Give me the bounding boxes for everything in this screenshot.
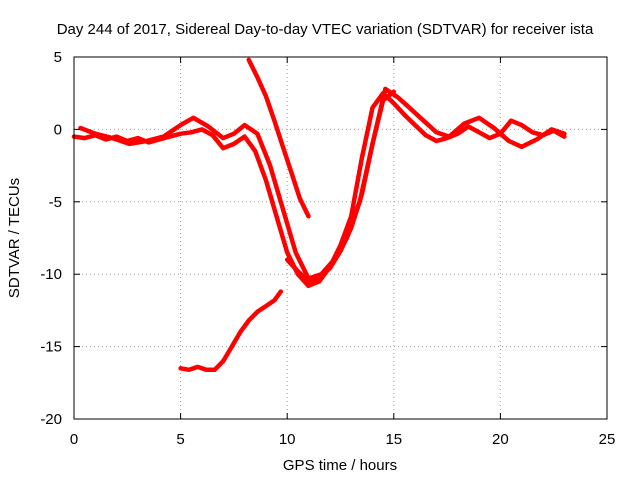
- x-axis-label: GPS time / hours: [283, 457, 397, 474]
- x-tick-label: 15: [385, 431, 402, 448]
- series-track-b: [78, 86, 567, 281]
- series-lower-segment: [178, 289, 284, 373]
- x-tick-label: 25: [599, 431, 616, 448]
- grid-layer: [74, 57, 607, 419]
- x-tick-label: 0: [70, 431, 78, 448]
- y-tick-label: 5: [54, 49, 62, 66]
- chart-title: Day 244 of 2017, Sidereal Day-to-day VTE…: [57, 21, 594, 38]
- tick-labels-layer: 0 5 10 15 20 25 5 0 -5 -10 -15 -20: [40, 49, 615, 448]
- y-tick-label: -5: [49, 194, 62, 211]
- y-tick-label: -15: [40, 339, 62, 356]
- series-track-c: [284, 89, 397, 284]
- series-layer: [71, 57, 567, 373]
- x-tick-label: 10: [279, 431, 296, 448]
- ticks-layer: [73, 56, 608, 420]
- x-tick-label: 20: [492, 431, 509, 448]
- series-descending-branch: [246, 57, 311, 219]
- x-tick-label: 5: [176, 431, 184, 448]
- y-tick-label: -20: [40, 411, 62, 428]
- series-track-a: [71, 90, 567, 289]
- y-axis-label: SDTVAR / TECUs: [6, 178, 23, 298]
- plot-frame: [73, 56, 608, 420]
- y-tick-label: -10: [40, 266, 62, 283]
- y-tick-label: 0: [54, 121, 62, 138]
